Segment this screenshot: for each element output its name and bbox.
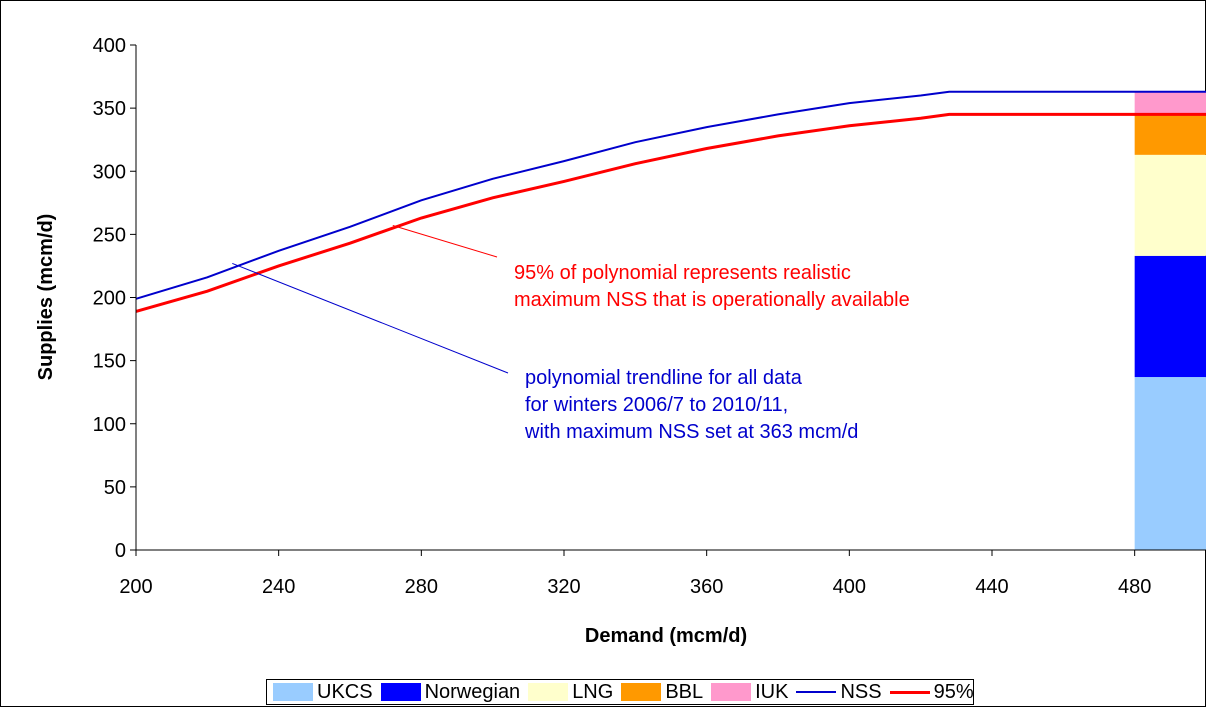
y-tick-label: 250 <box>93 224 126 246</box>
legend-label: NSS <box>840 680 882 703</box>
y-tick-label: 300 <box>93 161 126 183</box>
legend-swatch <box>273 683 313 701</box>
annotation-line: for winters 2006/7 to 2010/11, <box>525 394 788 416</box>
annotation-text: polynomial trendline for all data for win… <box>524 367 858 443</box>
annotation-leader-line <box>232 262 509 374</box>
x-tick-label: 360 <box>690 576 723 598</box>
series-line-nss <box>135 90 1206 300</box>
y-axis-title: Supplies (mcm/d) <box>35 214 57 381</box>
legend-label: BBL <box>665 680 704 703</box>
annotation-line: 95% of polynomial represents realistic <box>514 262 851 284</box>
y-tick-label: 150 <box>93 351 126 373</box>
legend-label: Norwegian <box>424 680 521 703</box>
legend-label: IUK <box>755 680 789 703</box>
y-tick-label: 400 <box>93 35 126 57</box>
bar-segment-ukcs <box>1134 377 1206 550</box>
annotation-line: with maximum NSS set at 363 mcm/d <box>524 421 858 443</box>
x-axis-title: Demand (mcm/d) <box>585 625 747 647</box>
y-tick-label: 50 <box>104 477 126 499</box>
bar-segment-norwegian <box>1134 255 1206 378</box>
x-tick-label: 200 <box>119 576 152 598</box>
x-tick-label: 440 <box>975 576 1008 598</box>
legend: UKCS Norwegian LNG BBL IUK NSS 95% <box>266 679 974 705</box>
legend-item: 95% <box>889 680 974 704</box>
x-tick-label: 280 <box>405 576 438 598</box>
legend-item: UKCS <box>273 681 373 704</box>
legend-item: Norwegian <box>380 680 521 704</box>
x-tick-label: 480 <box>1118 576 1151 598</box>
y-tick-label: 350 <box>93 98 126 120</box>
legend-swatch <box>380 683 421 701</box>
annotation-line: polynomial trendline for all data <box>525 367 803 389</box>
legend-swatch <box>889 690 930 694</box>
bar-segment-bbl <box>1134 114 1206 155</box>
y-tick-label: 0 <box>115 540 126 562</box>
bar-segment-iuk <box>1134 91 1206 115</box>
legend-item: BBL <box>621 681 703 704</box>
x-tick-label: 240 <box>262 576 295 598</box>
annotation-leader-line <box>392 225 498 258</box>
legend-label: UKCS <box>317 680 373 703</box>
y-tick-label: 200 <box>93 288 126 310</box>
bar-segment-lng <box>1134 154 1206 256</box>
x-tick-label: 320 <box>547 576 580 598</box>
y-tick-label: 100 <box>93 414 126 436</box>
x-tick-label: 400 <box>833 576 866 598</box>
legend-item: NSS <box>796 680 882 704</box>
legend-item: IUK <box>711 681 788 704</box>
legend-swatch <box>528 683 569 701</box>
series-line-ninety-five-percent <box>135 112 1206 313</box>
legend-swatch <box>711 683 752 701</box>
legend-label: 95% <box>933 680 974 703</box>
annotation-line: maximum NSS that is operationally availa… <box>514 289 910 311</box>
legend-swatch <box>796 691 837 693</box>
annotation-text: 95% of polynomial represents realistic ma… <box>514 262 910 311</box>
legend-item: LNG <box>528 681 613 704</box>
legend-label: LNG <box>572 680 614 703</box>
legend-swatch <box>621 683 662 701</box>
